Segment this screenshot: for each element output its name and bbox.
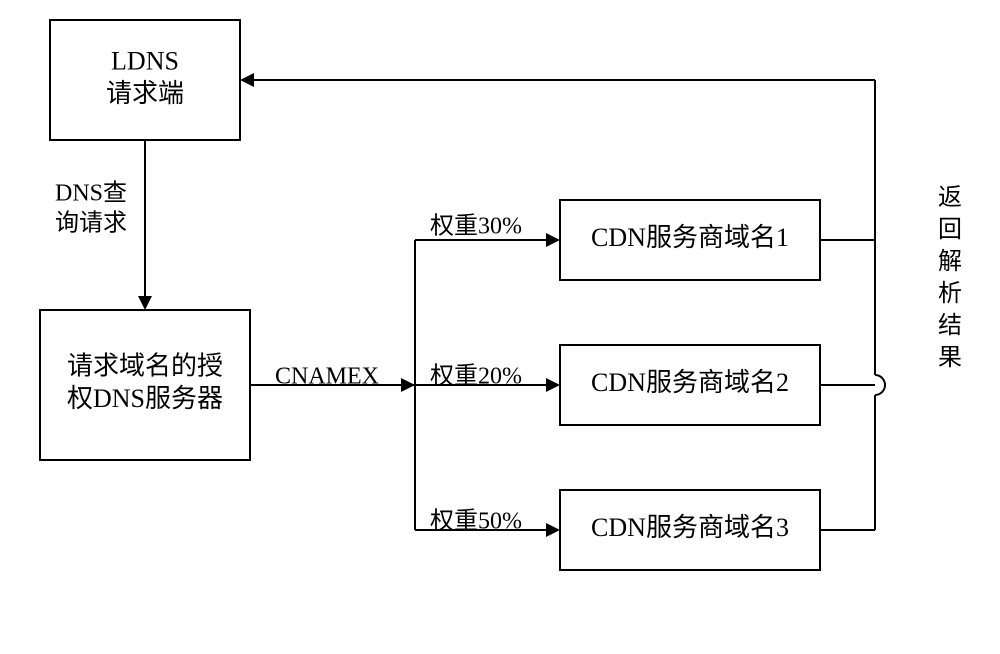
label-dns-query: DNS查: [55, 180, 127, 207]
label-return-result: 果: [938, 345, 962, 371]
label-cnamex: CNAMEX: [275, 364, 379, 390]
flow-diagram: LDNS 请求端请求域名的授权DNS服务器 CDN服务商域名1 CDN服务商域名2 CD…: [0, 0, 1000, 654]
label-dns-query: 询请求: [55, 210, 127, 237]
label-weight-20: 权重20%: [430, 363, 522, 390]
ldns-box-label: LDNS: [111, 47, 179, 76]
cdn1-box-label: CDN服务商域名1: [591, 223, 789, 252]
auth-dns-box-label: 请求域名的授: [67, 352, 223, 381]
label-weight-50: 权重50%: [430, 508, 522, 535]
cdn2-box-label: CDN服务商域名2: [591, 368, 789, 397]
cdn3-box-label: CDN服务商域名3: [591, 513, 789, 542]
feedback-trunk-hop: [875, 375, 885, 395]
label-return-result: 解: [938, 248, 962, 275]
label-weight-30: 权重30%: [430, 213, 522, 240]
label-return-result: 析: [938, 280, 962, 307]
label-return-result: 回: [938, 217, 962, 243]
label-return-result: 结: [938, 312, 962, 339]
ldns-box-label: 请求端: [106, 79, 184, 108]
auth-dns-box-label: 权DNS服务器: [67, 384, 223, 413]
label-return-result: 返: [938, 184, 962, 211]
